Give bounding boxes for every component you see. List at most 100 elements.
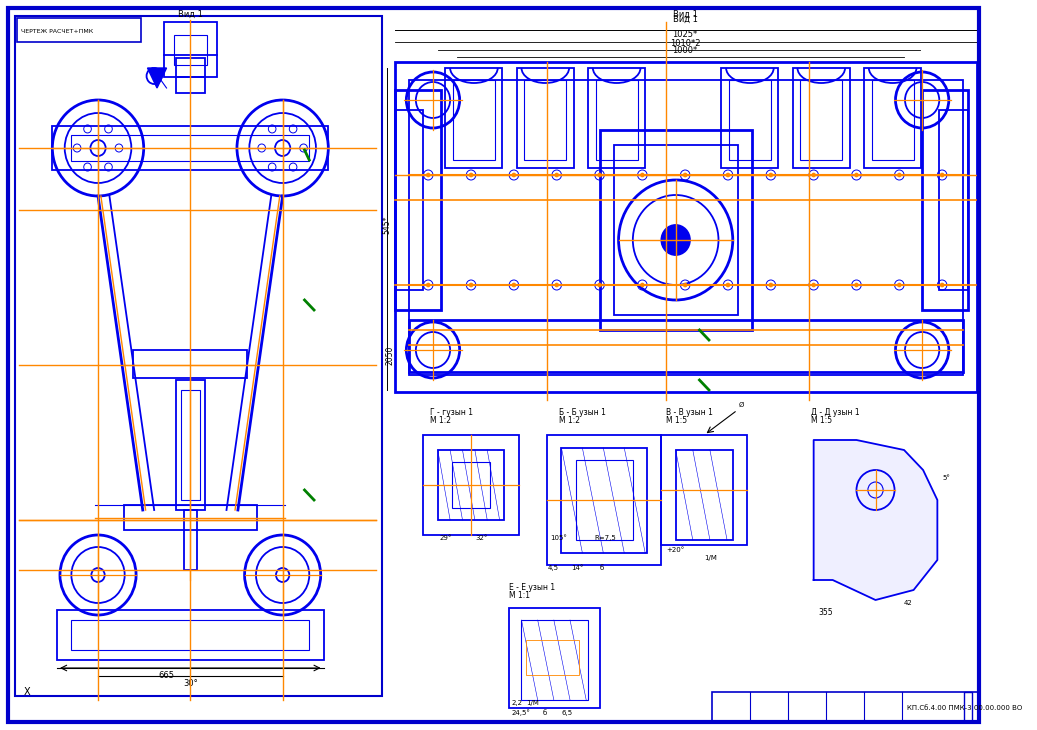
Circle shape <box>941 173 944 177</box>
Bar <box>599 130 752 330</box>
Text: Ø: Ø <box>738 402 744 408</box>
Text: 6,5: 6,5 <box>561 710 572 716</box>
Text: 24,5°: 24,5° <box>511 710 530 716</box>
Bar <box>525 80 566 160</box>
Text: Вид 1: Вид 1 <box>673 15 698 24</box>
Circle shape <box>597 173 601 177</box>
Text: 29°: 29° <box>440 535 452 541</box>
Circle shape <box>768 283 773 287</box>
Circle shape <box>897 283 901 287</box>
Text: М 1:5: М 1:5 <box>666 416 688 425</box>
Text: ЧЕРТЕЖ РАСЧЕТ+ПМК: ЧЕРТЕЖ РАСЧЕТ+ПМК <box>21 29 93 34</box>
Bar <box>52 126 329 170</box>
Text: М 1:2: М 1:2 <box>559 416 580 425</box>
Text: 1010*2: 1010*2 <box>670 39 700 48</box>
Text: б: б <box>599 565 604 571</box>
Text: 545*: 545* <box>383 216 392 234</box>
Text: +20°: +20° <box>666 547 684 553</box>
Bar <box>133 350 248 378</box>
Bar <box>395 62 977 392</box>
Circle shape <box>897 173 901 177</box>
Bar <box>522 620 588 700</box>
Text: М 1:2: М 1:2 <box>430 416 451 425</box>
Circle shape <box>812 173 815 177</box>
Bar <box>57 610 324 660</box>
Bar <box>452 462 491 508</box>
Bar <box>395 110 423 290</box>
Bar <box>18 18 141 42</box>
Text: 32°: 32° <box>476 535 488 541</box>
Bar <box>453 80 495 160</box>
Text: 355: 355 <box>818 608 833 617</box>
Bar <box>438 450 504 520</box>
Bar <box>423 435 518 535</box>
Bar <box>561 448 647 553</box>
Circle shape <box>469 283 473 287</box>
Text: М 1:1: М 1:1 <box>509 591 530 600</box>
Bar <box>964 692 972 722</box>
Circle shape <box>512 283 515 287</box>
Text: 665: 665 <box>159 671 174 680</box>
Bar <box>516 68 573 168</box>
Bar <box>662 435 747 545</box>
Text: 42: 42 <box>904 600 913 606</box>
Bar <box>576 460 633 540</box>
Bar <box>526 640 579 675</box>
Circle shape <box>512 173 515 177</box>
Bar <box>614 145 737 315</box>
Bar <box>711 692 979 722</box>
Circle shape <box>641 283 644 287</box>
Text: Е - Е узын 1: Е - Е узын 1 <box>509 583 555 592</box>
Text: 2,2: 2,2 <box>511 700 522 706</box>
Bar <box>864 68 921 168</box>
Bar <box>395 90 441 310</box>
Text: Г - гузын 1: Г - гузын 1 <box>430 408 473 417</box>
Bar <box>184 510 197 570</box>
Bar <box>922 90 968 310</box>
Bar <box>410 320 963 372</box>
Text: б: б <box>542 710 546 716</box>
Circle shape <box>683 173 688 177</box>
Text: КП.Сб.4.00 ПМК-3 00.00.000 ВО: КП.Сб.4.00 ПМК-3 00.00.000 ВО <box>907 705 1022 711</box>
Circle shape <box>812 283 815 287</box>
Bar <box>445 68 503 168</box>
Bar <box>509 608 599 708</box>
Bar <box>588 68 645 168</box>
Text: Вид 1: Вид 1 <box>178 10 203 19</box>
Bar <box>676 450 733 540</box>
Text: М 1:5: М 1:5 <box>811 416 832 425</box>
Bar <box>72 620 309 650</box>
Bar <box>548 435 662 565</box>
Text: 1/M: 1/M <box>526 700 539 706</box>
Circle shape <box>426 283 430 287</box>
Bar <box>792 68 849 168</box>
Circle shape <box>555 173 559 177</box>
Text: 105°: 105° <box>550 535 567 541</box>
Text: Вид 1: Вид 1 <box>673 10 698 19</box>
Text: 14°: 14° <box>571 565 584 571</box>
Text: 1/M: 1/M <box>704 555 718 561</box>
Polygon shape <box>814 440 937 600</box>
Bar <box>174 35 206 65</box>
Bar <box>940 110 968 290</box>
Bar <box>180 390 200 500</box>
Text: Х: Х <box>24 687 30 697</box>
Circle shape <box>597 283 601 287</box>
Bar <box>176 58 204 93</box>
Bar <box>595 80 638 160</box>
Text: 1025*: 1025* <box>673 30 698 39</box>
Text: 1000*: 1000* <box>673 46 698 55</box>
Circle shape <box>426 173 430 177</box>
Circle shape <box>854 283 859 287</box>
Bar <box>72 135 309 161</box>
Text: Д - Д узын 1: Д - Д узын 1 <box>811 408 860 417</box>
Bar <box>16 16 382 696</box>
Polygon shape <box>147 68 167 88</box>
Circle shape <box>854 173 859 177</box>
Bar <box>176 380 204 510</box>
Text: 30°: 30° <box>183 679 198 688</box>
Circle shape <box>683 283 688 287</box>
Bar <box>872 80 914 160</box>
Text: 4,5: 4,5 <box>548 565 558 571</box>
Bar <box>729 80 770 160</box>
